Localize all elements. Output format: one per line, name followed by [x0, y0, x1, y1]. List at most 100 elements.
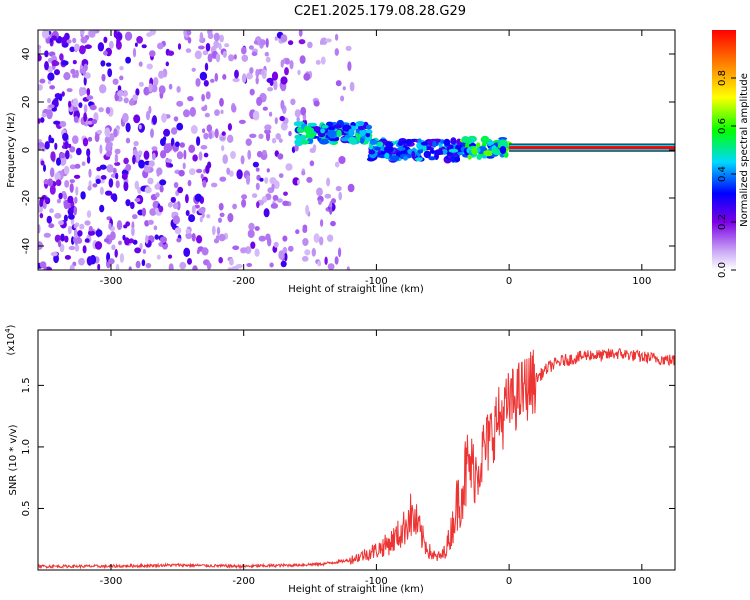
noise-blob — [282, 235, 288, 242]
noise-blob — [345, 45, 352, 52]
noise-blob — [49, 85, 56, 90]
noise-blob — [125, 199, 131, 207]
noise-blob — [156, 167, 163, 176]
noise-blob — [138, 81, 144, 87]
spectrogram-x-ticks: -300 -200 -100 0 100 — [100, 30, 651, 287]
noise-blob — [338, 247, 342, 258]
noise-blob — [240, 155, 245, 165]
noise-blob — [214, 109, 220, 116]
noise-blob — [218, 202, 224, 211]
noise-blob — [211, 225, 216, 236]
noise-blob — [214, 128, 219, 139]
noise-blob — [143, 166, 151, 173]
noise-blob — [188, 144, 196, 153]
noise-blob — [114, 153, 119, 164]
noise-blob — [347, 61, 352, 71]
noise-blob — [92, 183, 98, 188]
noise-blob — [48, 104, 55, 109]
noise-blob — [222, 154, 228, 165]
noise-blob — [84, 238, 90, 243]
noise-blob — [219, 136, 226, 141]
noise-blob — [54, 212, 62, 219]
spectrogram-y-label: Frequency (Hz) — [6, 112, 17, 188]
noise-blob — [59, 120, 67, 128]
noise-blob — [334, 161, 340, 168]
noise-blob — [176, 151, 184, 160]
noise-blob — [320, 56, 326, 65]
noise-blob — [56, 198, 62, 204]
noise-blob — [221, 131, 226, 136]
noise-blob — [54, 69, 60, 76]
noise-blob — [58, 220, 64, 226]
noise-blob — [64, 235, 69, 243]
noise-blob — [151, 152, 156, 161]
colorbar-tick-label: 0.4 — [717, 166, 728, 182]
noise-blob — [61, 60, 69, 66]
noise-blob — [49, 208, 54, 214]
noise-blob — [254, 248, 260, 257]
track-blob — [448, 148, 459, 153]
noise-blob — [149, 208, 157, 216]
noise-blob — [338, 156, 346, 164]
noise-blob — [67, 195, 74, 204]
noise-blob — [41, 30, 50, 39]
noise-blob — [145, 234, 149, 244]
noise-blob — [265, 56, 271, 63]
noise-blob — [334, 256, 339, 265]
noise-blob — [219, 97, 224, 107]
noise-blob — [59, 53, 64, 61]
noise-blob — [141, 259, 146, 267]
noise-blob — [280, 76, 288, 85]
noise-blob — [114, 161, 121, 166]
noise-blob — [97, 42, 105, 52]
snr-y-label: SNR (10 * v/v) — [8, 424, 19, 495]
noise-blob — [161, 113, 167, 123]
noise-blob — [245, 138, 252, 146]
noise-blob — [50, 151, 56, 162]
noise-blob — [86, 148, 91, 157]
noise-blob — [196, 235, 203, 244]
snr-y-scale-exp: 4 — [4, 328, 12, 333]
noise-blob — [255, 167, 260, 172]
noise-blob — [115, 172, 119, 180]
noise-blob — [295, 229, 300, 235]
noise-blob — [106, 164, 114, 173]
noise-blob — [108, 178, 114, 188]
noise-blob — [277, 198, 283, 203]
noise-blob — [214, 72, 219, 82]
noise-blob — [255, 182, 260, 191]
snr-frame — [37, 329, 676, 571]
noise-blob — [160, 150, 167, 159]
noise-blob — [84, 72, 91, 79]
noise-blob — [170, 196, 176, 203]
noise-blob — [103, 238, 110, 243]
noise-blob — [39, 261, 47, 269]
noise-blob — [157, 42, 164, 50]
noise-blob — [138, 159, 145, 169]
noise-blob — [59, 152, 66, 159]
noise-blob — [241, 46, 247, 55]
track-blob — [365, 124, 373, 130]
noise-blob — [266, 77, 274, 84]
noise-blob — [134, 198, 141, 202]
track-blob — [417, 138, 422, 143]
track-blob — [319, 138, 329, 145]
noise-blob — [265, 38, 269, 48]
noise-blob — [218, 42, 222, 51]
noise-blob — [187, 37, 192, 44]
noise-blob — [316, 187, 323, 197]
noise-blob — [47, 80, 52, 85]
track-blob — [359, 129, 366, 137]
noise-blob — [116, 38, 120, 45]
noise-blob — [84, 220, 91, 226]
track-blob — [499, 146, 507, 154]
spectrogram-x-label: Height of straight line (km) — [288, 284, 424, 295]
noise-blob — [202, 128, 206, 133]
noise-blob — [191, 67, 196, 72]
snr-plot-area — [38, 330, 675, 570]
noise-blob — [67, 143, 72, 148]
noise-blob — [54, 142, 58, 150]
noise-blob — [80, 30, 85, 36]
noise-blob — [264, 51, 269, 57]
